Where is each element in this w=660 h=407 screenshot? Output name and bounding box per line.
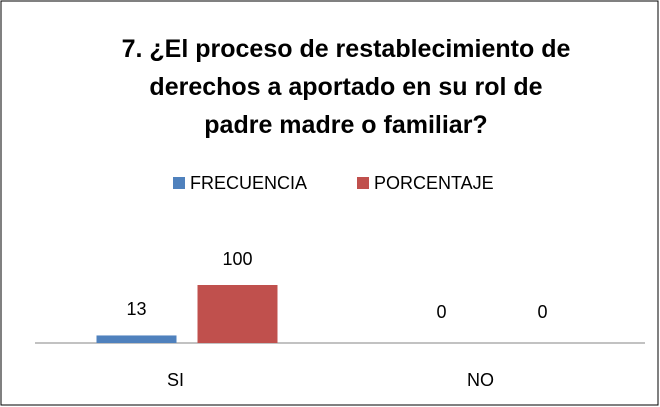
bar — [197, 285, 278, 343]
data-label: 13 — [126, 299, 146, 319]
x-tick-label: SI — [167, 370, 184, 390]
legend-swatch — [173, 177, 185, 189]
chart-title: 7. ¿El proceso de restablecimiento de de… — [121, 35, 571, 139]
legend-label: PORCENTAJE — [374, 173, 494, 193]
data-label: 0 — [537, 302, 547, 322]
bar — [96, 335, 177, 343]
legend-label: FRECUENCIA — [190, 173, 307, 193]
data-label: 0 — [436, 302, 446, 322]
x-tick-label: NO — [467, 370, 494, 390]
legend-swatch — [357, 177, 369, 189]
data-label: 100 — [222, 249, 252, 269]
